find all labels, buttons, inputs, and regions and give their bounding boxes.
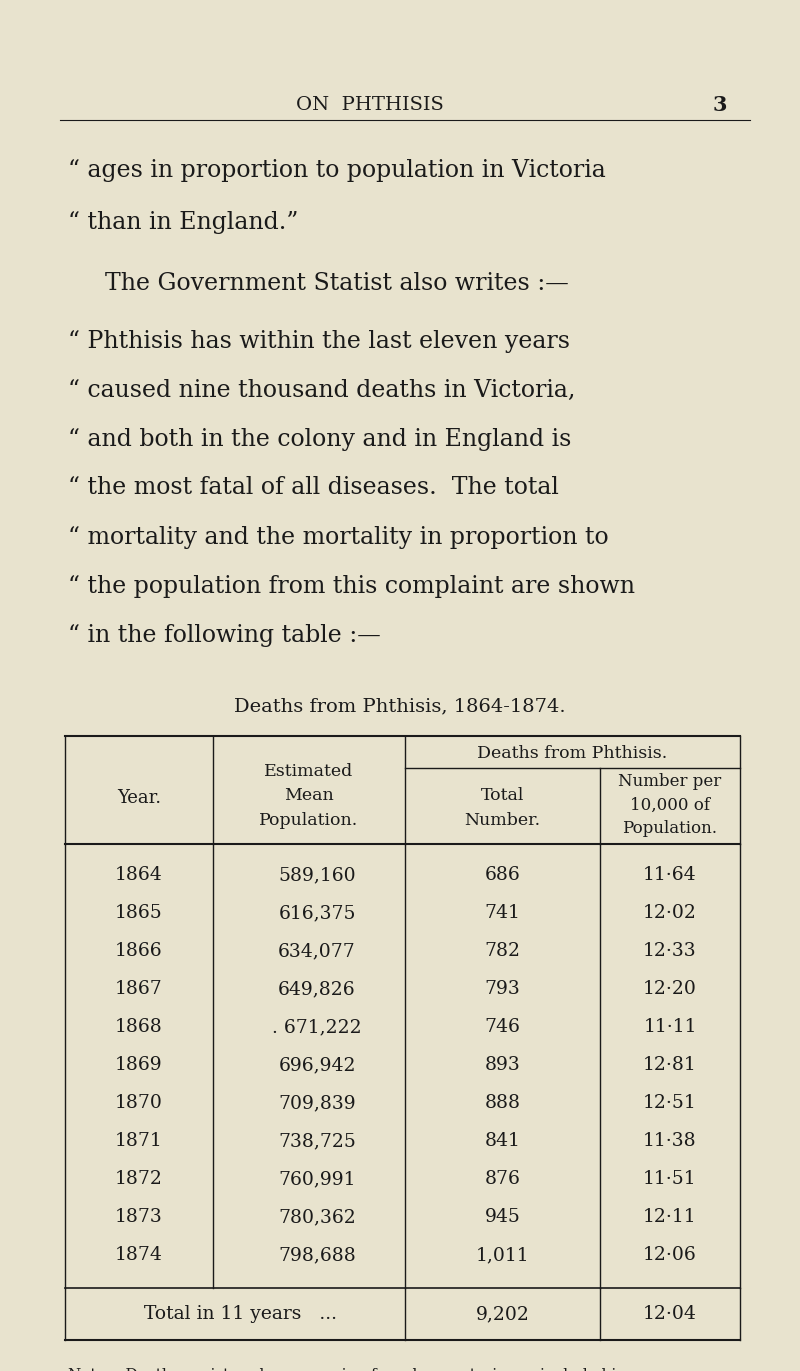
- Text: 634,077: 634,077: [278, 942, 356, 960]
- Text: The Government Statist also writes :—: The Government Statist also writes :—: [105, 273, 569, 296]
- Text: 1868: 1868: [115, 1019, 163, 1036]
- Text: Year.: Year.: [117, 788, 161, 808]
- Text: 893: 893: [485, 1056, 520, 1073]
- Text: 589,160: 589,160: [278, 866, 356, 884]
- Text: 11·64: 11·64: [643, 866, 697, 884]
- Text: Note.—Deaths registered as occurring from hæmoptysis are included in: Note.—Deaths registered as occurring fro…: [68, 1368, 626, 1371]
- Text: 12·04: 12·04: [643, 1305, 697, 1323]
- Text: “ and both in the colony and in England is: “ and both in the colony and in England …: [68, 428, 571, 451]
- Text: 1864: 1864: [115, 866, 163, 884]
- Text: 760,991: 760,991: [278, 1169, 356, 1189]
- Text: 888: 888: [485, 1094, 521, 1112]
- Text: 12·02: 12·02: [643, 903, 697, 923]
- Text: 709,839: 709,839: [278, 1094, 356, 1112]
- Text: 11·51: 11·51: [643, 1169, 697, 1189]
- Text: 616,375: 616,375: [278, 903, 356, 923]
- Text: 12·51: 12·51: [643, 1094, 697, 1112]
- Text: Total
Number.: Total Number.: [465, 787, 541, 829]
- Text: 1867: 1867: [115, 980, 163, 998]
- Text: Total in 11 years   ...: Total in 11 years ...: [143, 1305, 337, 1323]
- Text: “ than in England.”: “ than in England.”: [68, 211, 298, 233]
- Text: 876: 876: [485, 1169, 521, 1189]
- Text: 782: 782: [485, 942, 521, 960]
- Text: 1865: 1865: [115, 903, 163, 923]
- Text: 741: 741: [485, 903, 521, 923]
- Text: Deaths from Phthisis.: Deaths from Phthisis.: [478, 746, 668, 762]
- Text: 1,011: 1,011: [476, 1246, 530, 1264]
- Text: 11·11: 11·11: [643, 1019, 697, 1036]
- Text: “ ages in proportion to population in Victoria: “ ages in proportion to population in Vi…: [68, 159, 606, 181]
- Text: 738,725: 738,725: [278, 1132, 356, 1150]
- Text: ON  PHTHISIS: ON PHTHISIS: [296, 96, 444, 114]
- Text: 12·20: 12·20: [643, 980, 697, 998]
- Text: 1872: 1872: [115, 1169, 163, 1189]
- Text: 11·38: 11·38: [643, 1132, 697, 1150]
- Text: 1866: 1866: [115, 942, 163, 960]
- Text: 649,826: 649,826: [278, 980, 356, 998]
- Text: 780,362: 780,362: [278, 1208, 356, 1226]
- Text: 1870: 1870: [115, 1094, 163, 1112]
- Text: 945: 945: [485, 1208, 521, 1226]
- Text: 696,942: 696,942: [278, 1056, 356, 1073]
- Text: “ the most fatal of all diseases.  The total: “ the most fatal of all diseases. The to…: [68, 477, 559, 499]
- Text: 841: 841: [485, 1132, 521, 1150]
- Text: “ caused nine thousand deaths in Victoria,: “ caused nine thousand deaths in Victori…: [68, 378, 575, 402]
- Text: 12·81: 12·81: [643, 1056, 697, 1073]
- Text: 746: 746: [485, 1019, 521, 1036]
- Text: “ the population from this complaint are shown: “ the population from this complaint are…: [68, 574, 635, 598]
- Text: 798,688: 798,688: [278, 1246, 356, 1264]
- Text: Deaths from Phthisis, 1864-1874.: Deaths from Phthisis, 1864-1874.: [234, 696, 566, 716]
- Text: “ mortality and the mortality in proportion to: “ mortality and the mortality in proport…: [68, 525, 609, 548]
- Text: 686: 686: [485, 866, 520, 884]
- Text: “ Phthisis has within the last eleven years: “ Phthisis has within the last eleven ye…: [68, 329, 570, 352]
- Text: 1869: 1869: [115, 1056, 163, 1073]
- Text: 12·11: 12·11: [643, 1208, 697, 1226]
- Text: 1873: 1873: [115, 1208, 163, 1226]
- Text: 12·33: 12·33: [643, 942, 697, 960]
- Text: Estimated
Mean
Population.: Estimated Mean Population.: [259, 762, 358, 829]
- Text: “ in the following table :—: “ in the following table :—: [68, 624, 381, 647]
- Text: . 671,222: . 671,222: [272, 1019, 362, 1036]
- Text: Number per
10,000 of
Population.: Number per 10,000 of Population.: [618, 773, 722, 838]
- Text: 12·06: 12·06: [643, 1246, 697, 1264]
- Text: 9,202: 9,202: [475, 1305, 530, 1323]
- Text: 1871: 1871: [115, 1132, 163, 1150]
- Text: 3: 3: [713, 95, 727, 115]
- Text: 793: 793: [485, 980, 520, 998]
- Text: 1874: 1874: [115, 1246, 163, 1264]
